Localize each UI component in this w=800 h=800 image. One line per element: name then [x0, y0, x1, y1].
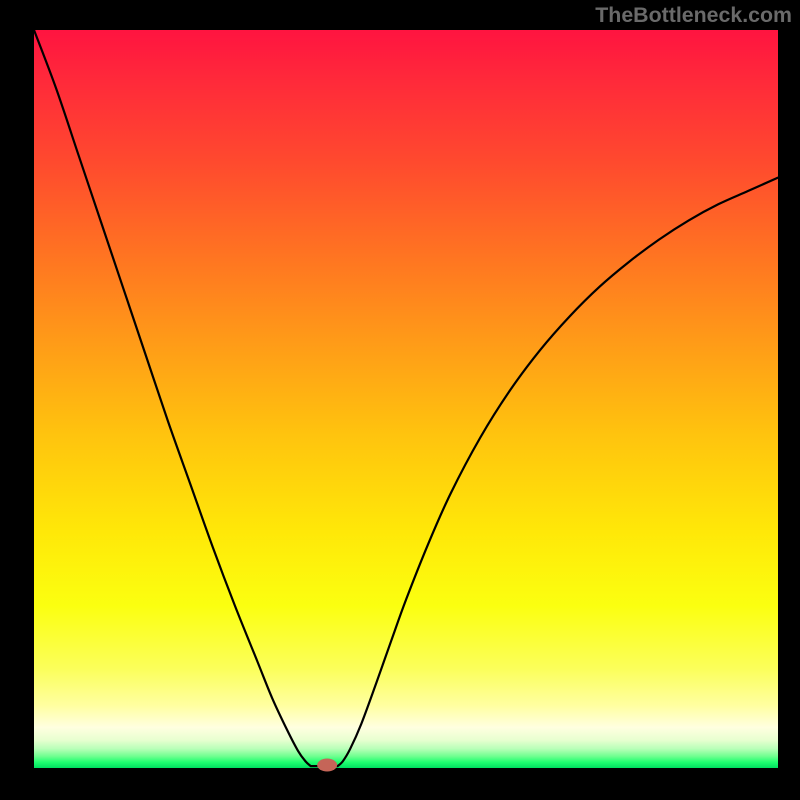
chart-svg — [0, 0, 800, 800]
optimal-marker — [317, 759, 337, 772]
bottleneck-chart: TheBottleneck.com — [0, 0, 800, 800]
plot-background — [34, 30, 778, 768]
attribution-text: TheBottleneck.com — [595, 0, 792, 30]
